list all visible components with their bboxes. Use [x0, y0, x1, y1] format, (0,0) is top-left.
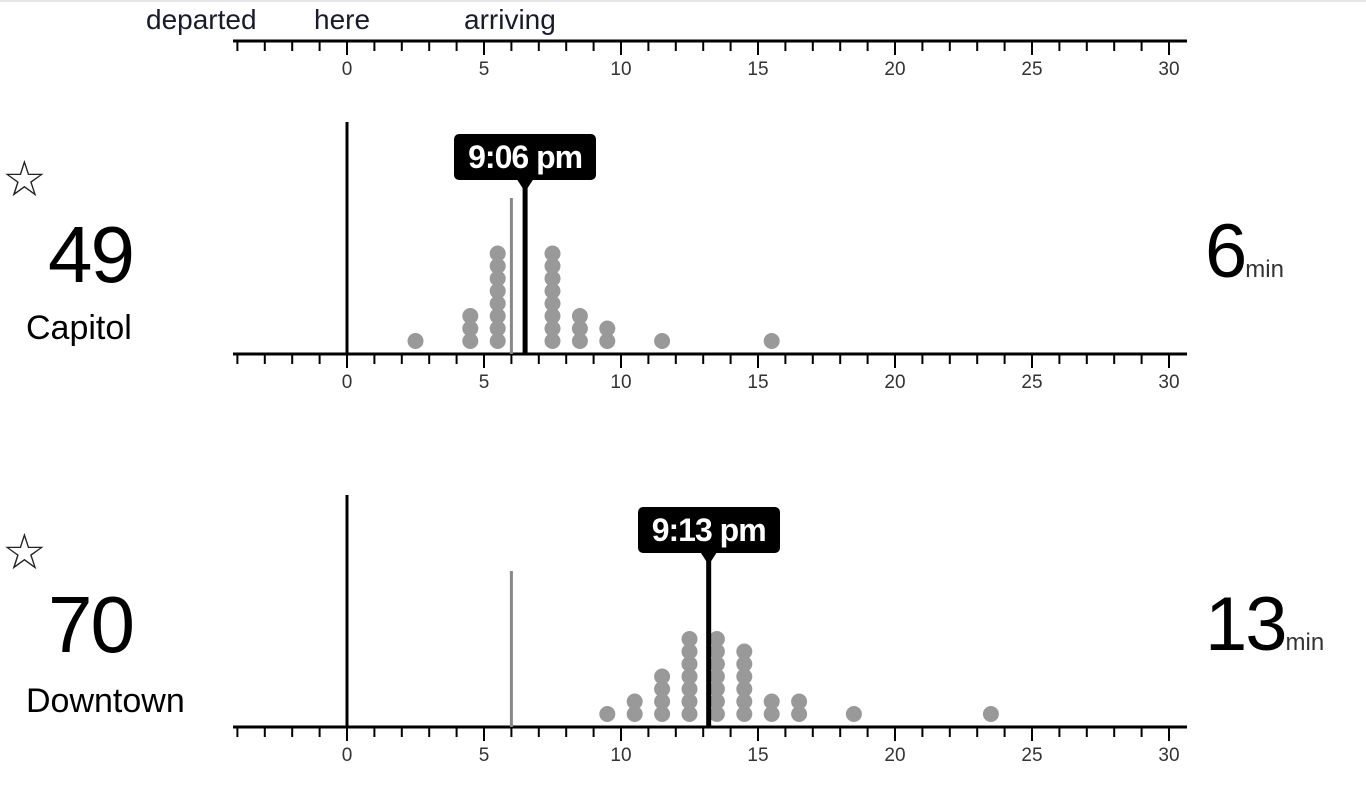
arrival-dot	[682, 631, 698, 647]
axis-tick-label: 15	[747, 372, 768, 393]
arrival-dot	[599, 706, 615, 722]
arrival-dot	[462, 308, 478, 324]
arrival-dot	[764, 333, 780, 349]
arrival-chart: 0 5 10 15 20 25 30	[0, 120, 1366, 420]
axis-tick-label: 30	[1158, 745, 1179, 766]
arrival-dot	[983, 706, 999, 722]
axis-tick-label: 30	[1158, 372, 1179, 393]
arrival-dot	[846, 706, 862, 722]
axis-tick-label: 0	[342, 59, 353, 80]
axis-tick-label: 20	[884, 372, 905, 393]
arrival-dot	[791, 694, 807, 710]
arrival-dot	[736, 644, 752, 660]
header-axis: 0 5 10 15 20 25 30	[0, 0, 1366, 120]
axis-tick-label: 20	[884, 59, 905, 80]
predicted-time-label: 9:13 pm	[638, 507, 780, 553]
axis-tick-label: 15	[747, 745, 768, 766]
arrival-dot	[764, 694, 780, 710]
prediction-pointer	[700, 551, 718, 565]
axis-tick-label: 5	[479, 745, 490, 766]
axis-tick-label: 15	[747, 59, 768, 80]
arrival-dot	[408, 333, 424, 349]
predicted-time-label: 9:06 pm	[454, 134, 596, 180]
axis-tick-label: 10	[610, 745, 631, 766]
route-row[interactable]: ☆ 49 Capitol 6min 0 5 10 15 20 25 30 9:06 pm	[0, 120, 1366, 420]
arrival-dot	[627, 694, 643, 710]
axis-tick-label: 0	[342, 745, 353, 766]
arrival-dot	[490, 246, 506, 262]
axis-tick-label: 0	[342, 372, 353, 393]
arrival-dot	[654, 333, 670, 349]
route-row[interactable]: ☆ 70 Downtown 13min 0 5 10 15 20 25 30 9:13 pm	[0, 493, 1366, 793]
axis-tick-label: 5	[479, 59, 490, 80]
arrival-dot	[572, 308, 588, 324]
axis-tick-label: 5	[479, 372, 490, 393]
axis-tick-label: 10	[610, 59, 631, 80]
arrival-dot	[599, 321, 615, 337]
arrival-dot	[545, 246, 561, 262]
arrival-dot	[654, 669, 670, 685]
axis-tick-label: 20	[884, 745, 905, 766]
axis-tick-label: 25	[1021, 59, 1042, 80]
prediction-pointer	[516, 178, 534, 192]
axis-tick-label: 30	[1158, 59, 1179, 80]
axis-tick-label: 10	[610, 372, 631, 393]
axis-tick-label: 25	[1021, 745, 1042, 766]
axis-tick-label: 25	[1021, 372, 1042, 393]
arrival-dot	[709, 631, 725, 647]
